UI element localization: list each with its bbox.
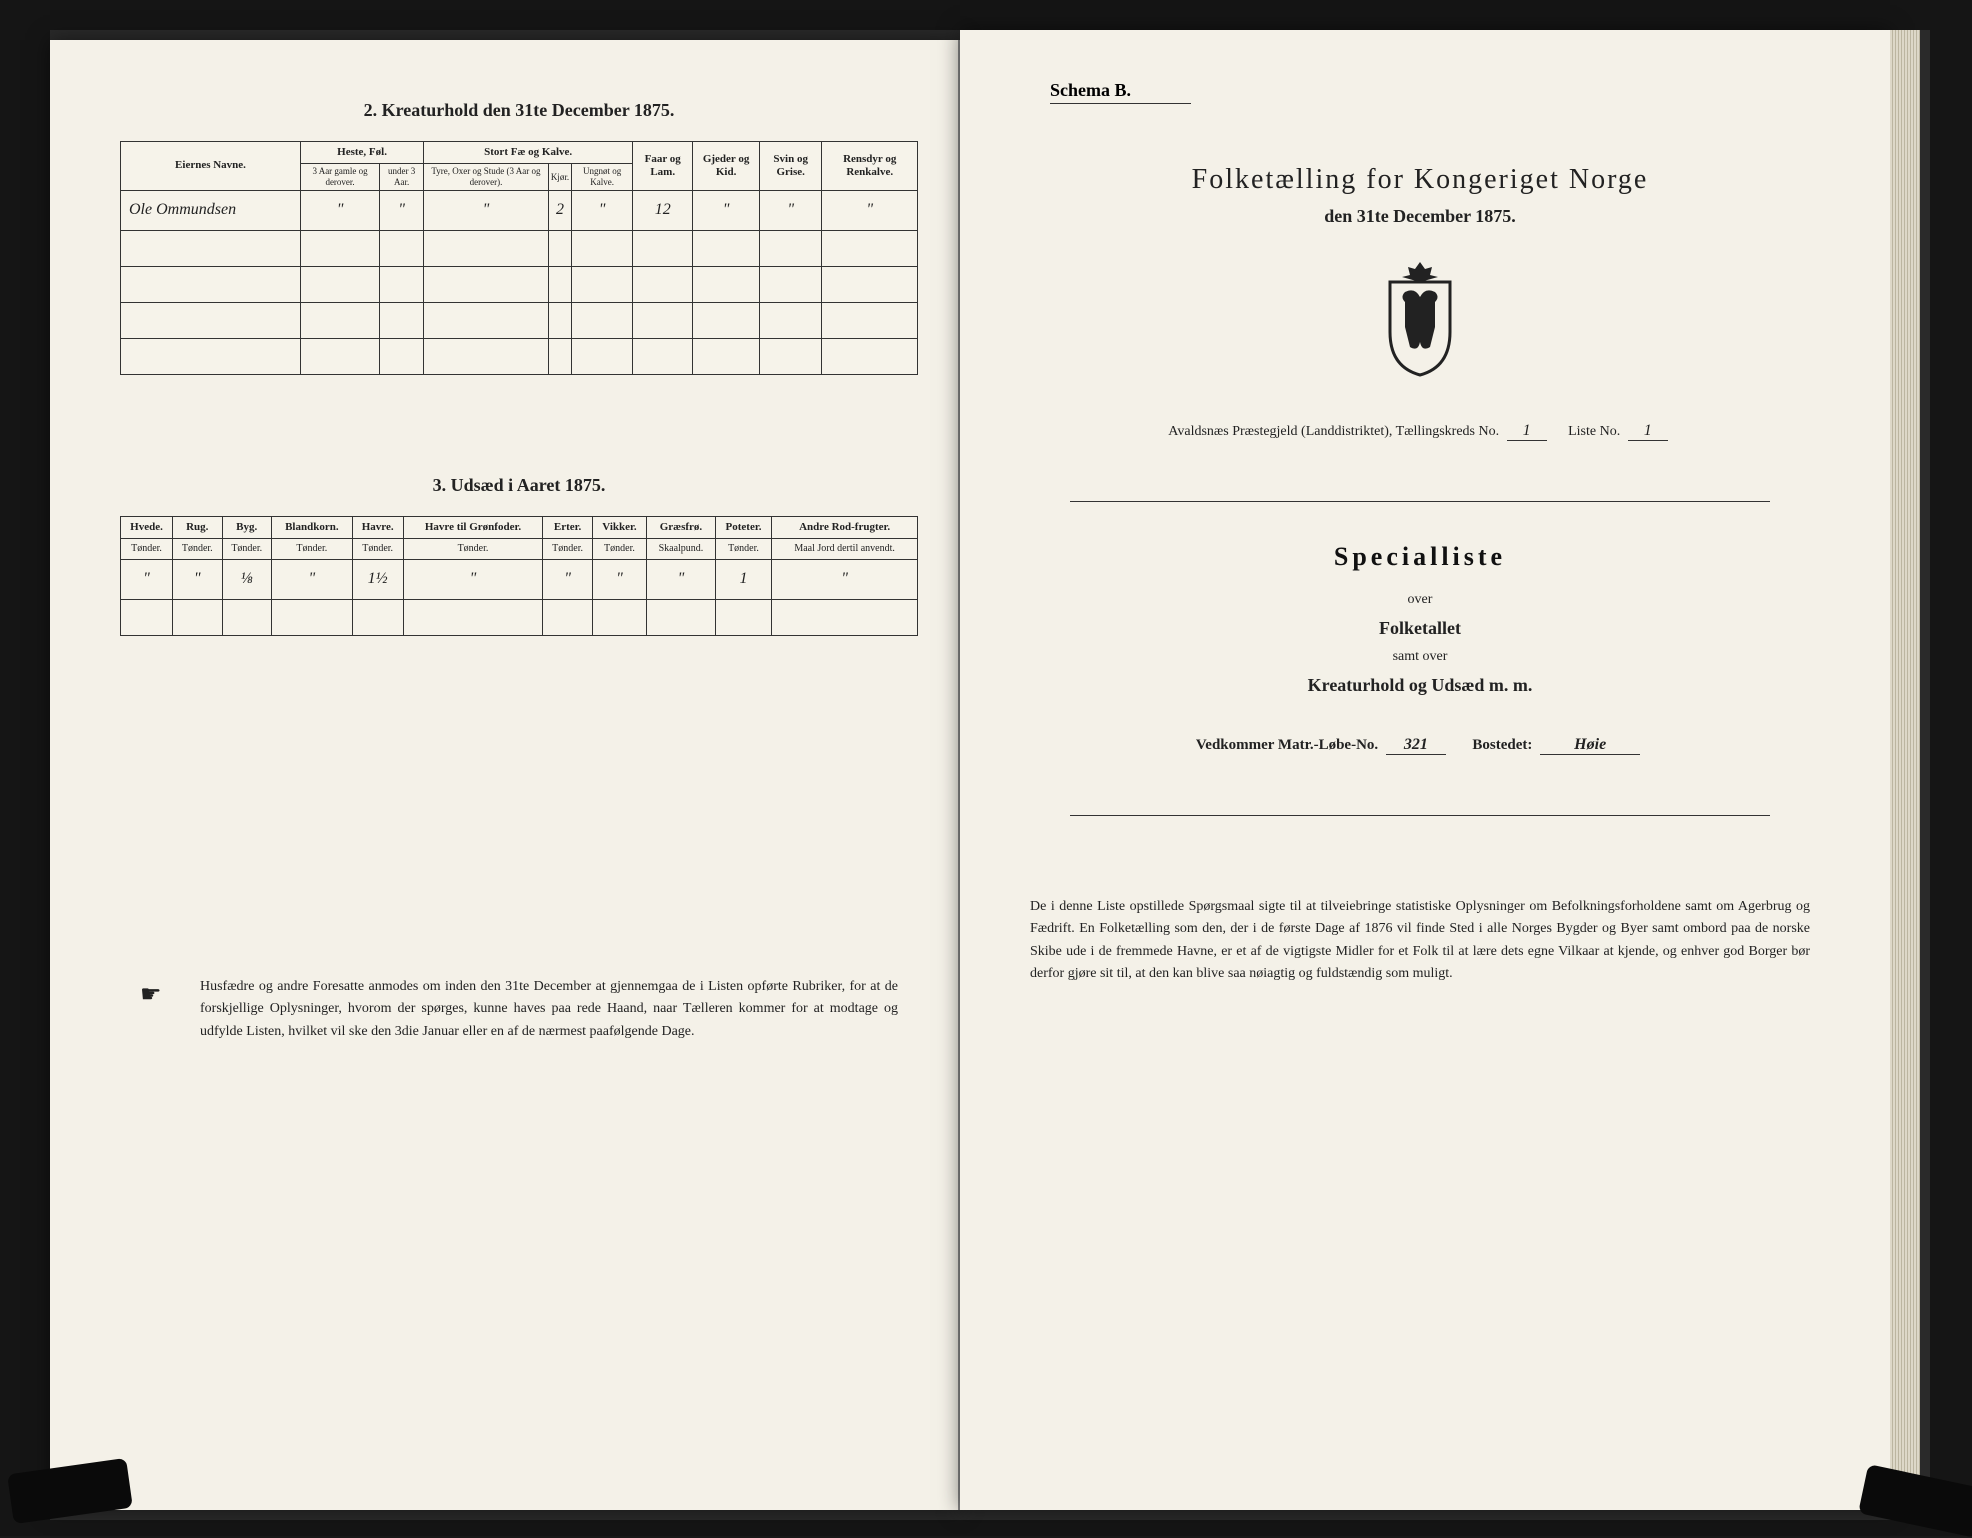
th-unit: Tønder.: [543, 538, 592, 559]
table-row-empty: [121, 302, 918, 338]
cell: 1½: [352, 559, 403, 599]
th-unit: Tønder.: [403, 538, 543, 559]
spec-samt: samt over: [1010, 649, 1830, 665]
cell: ": [543, 559, 592, 599]
cell: ": [424, 190, 549, 230]
vedkommer-label1: Vedkommer Matr.-Løbe-No.: [1196, 737, 1378, 753]
th-havre-gron: Havre til Grønfoder.: [403, 516, 543, 538]
table-row-empty: [121, 338, 918, 374]
left-footnote: ☛ Husfædre og andre Foresatte anmodes om…: [120, 976, 918, 1043]
udsaed-table: Hvede. Rug. Byg. Blandkorn. Havre. Havre…: [120, 516, 918, 636]
cell: 2: [548, 190, 571, 230]
th-svin: Svin og Grise.: [759, 142, 822, 191]
liste-no-value: 1: [1628, 422, 1668, 441]
open-book: 2. Kreaturhold den 31te December 1875. E…: [50, 30, 1930, 1520]
form-line: Avaldsnæs Præstegjeld (Landdistriktet), …: [1010, 422, 1830, 441]
left-page: 2. Kreaturhold den 31te December 1875. E…: [50, 40, 960, 1510]
cell: ": [647, 559, 716, 599]
cell: ": [380, 190, 424, 230]
table-row-empty: [121, 230, 918, 266]
cell: ": [271, 559, 352, 599]
cell: 1: [715, 559, 772, 599]
th-havre: Havre.: [352, 516, 403, 538]
th-unit: Tønder.: [222, 538, 271, 559]
cell-name: Ole Ommundsen: [121, 190, 301, 230]
cell: ": [772, 559, 918, 599]
cell: 12: [633, 190, 693, 230]
schema-label: Schema B.: [1050, 80, 1191, 104]
form-prefix: Avaldsnæs Præstegjeld (Landdistriktet), …: [1168, 424, 1499, 439]
th-erter: Erter.: [543, 516, 592, 538]
spec-kreatur: Kreaturhold og Udsæd m. m.: [1010, 675, 1830, 696]
subtitle: den 31te December 1875.: [1010, 206, 1830, 227]
cell: ": [301, 190, 380, 230]
th-unit: Tønder.: [173, 538, 222, 559]
bosted-value: Høie: [1540, 736, 1640, 755]
th-unit: Maal Jord dertil anvendt.: [772, 538, 918, 559]
th-heste-group: Heste, Føl.: [301, 142, 424, 164]
divider: [1070, 501, 1770, 502]
section3: 3. Udsæd i Aaret 1875. Hvede. Rug. Byg. …: [120, 475, 918, 636]
cell: ": [822, 190, 918, 230]
vedkommer-line: Vedkommer Matr.-Løbe-No. 321 Bostedet: H…: [1010, 736, 1830, 755]
th-unit: Tønder.: [592, 538, 646, 559]
divider: [1070, 815, 1770, 816]
th-unit: Skaalpund.: [647, 538, 716, 559]
table-row: Ole Ommundsen " " " 2 " 12 " " ": [121, 190, 918, 230]
right-footnote: De i denne Liste opstillede Spørgsmaal s…: [1010, 896, 1830, 986]
th-heste-under3: under 3 Aar.: [380, 164, 424, 191]
cell: ": [693, 190, 760, 230]
cell: ⅛: [222, 559, 271, 599]
right-page: Schema B. Folketælling for Kongeriget No…: [960, 30, 1890, 1510]
th-unit: Tønder.: [715, 538, 772, 559]
footnote-text: Husfædre og andre Foresatte anmodes om i…: [200, 979, 898, 1039]
main-title: Folketælling for Kongeriget Norge: [1010, 164, 1830, 196]
spec-folketallet: Folketallet: [1010, 618, 1830, 639]
th-ungnot: Ungnøt og Kalve.: [572, 164, 633, 191]
table-row-empty: [121, 266, 918, 302]
table-row-empty: [121, 599, 918, 635]
vedkommer-label2: Bostedet:: [1472, 737, 1532, 753]
page-stack-edges: [1890, 30, 1920, 1510]
kreds-no-value: 1: [1507, 422, 1547, 441]
th-vikker: Vikker.: [592, 516, 646, 538]
lobe-no-value: 321: [1386, 736, 1446, 755]
th-ren: Rensdyr og Renkalve.: [822, 142, 918, 191]
cell: ": [592, 559, 646, 599]
th-heste-3aar: 3 Aar gamle og derover.: [301, 164, 380, 191]
th-blandkorn: Blandkorn.: [271, 516, 352, 538]
th-kjor: Kjør.: [548, 164, 571, 191]
kreaturhold-table: Eiernes Navne. Heste, Føl. Stort Fæ og K…: [120, 141, 918, 375]
spec-over: over: [1010, 592, 1830, 608]
th-gjeder: Gjeder og Kid.: [693, 142, 760, 191]
cell: ": [121, 559, 173, 599]
specialliste-title: Specialliste: [1010, 542, 1830, 572]
section2-title: 2. Kreaturhold den 31te December 1875.: [120, 100, 918, 121]
th-faar: Faar og Lam.: [633, 142, 693, 191]
th-unit: Tønder.: [121, 538, 173, 559]
th-rug: Rug.: [173, 516, 222, 538]
th-unit: Tønder.: [271, 538, 352, 559]
th-tyre: Tyre, Oxer og Stude (3 Aar og derover).: [424, 164, 549, 191]
cell: ": [173, 559, 222, 599]
th-hvede: Hvede.: [121, 516, 173, 538]
th-poteter: Poteter.: [715, 516, 772, 538]
th-eiernes-navne: Eiernes Navne.: [121, 142, 301, 191]
cell: ": [759, 190, 822, 230]
th-unit: Tønder.: [352, 538, 403, 559]
th-andre: Andre Rod-frugter.: [772, 516, 918, 538]
pointing-hand-icon: ☛: [140, 976, 162, 1014]
th-byg: Byg.: [222, 516, 271, 538]
th-graesfro: Græsfrø.: [647, 516, 716, 538]
th-fae-group: Stort Fæ og Kalve.: [424, 142, 633, 164]
cell: ": [572, 190, 633, 230]
section3-title: 3. Udsæd i Aaret 1875.: [120, 475, 918, 496]
coat-of-arms-icon: [1010, 257, 1830, 382]
cell: ": [403, 559, 543, 599]
liste-label: Liste No.: [1568, 424, 1620, 439]
table-row: " " ⅛ " 1½ " " " " 1 ": [121, 559, 918, 599]
